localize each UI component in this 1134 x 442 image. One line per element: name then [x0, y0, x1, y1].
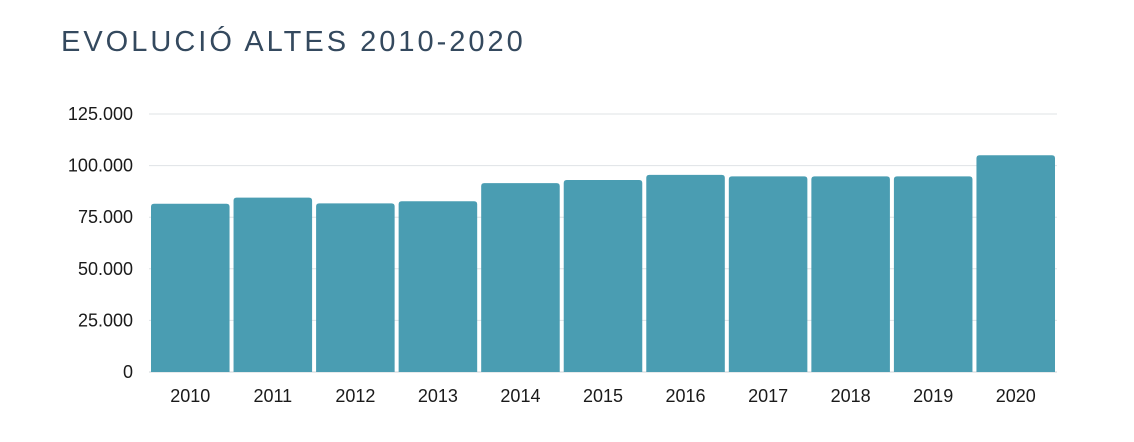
- x-tick-label: 2017: [748, 386, 788, 406]
- bar-2016: [646, 174, 725, 372]
- x-tick-label: 2012: [335, 386, 375, 406]
- y-tick-label: 25.000: [78, 310, 133, 330]
- bar-2011: [233, 197, 313, 372]
- x-tick-label: 2013: [418, 386, 458, 406]
- bar-2013: [398, 201, 478, 372]
- bars: [151, 155, 1055, 372]
- y-tick-label: 75.000: [78, 207, 133, 227]
- bar-2012: [316, 203, 395, 372]
- x-tick-label: 2014: [500, 386, 540, 406]
- bar-2014: [481, 183, 560, 372]
- x-tick-label: 2016: [666, 386, 706, 406]
- bar-2020: [976, 155, 1055, 372]
- bar-2018: [811, 176, 890, 372]
- x-tick-label: 2019: [913, 386, 953, 406]
- bar-2015: [563, 180, 643, 372]
- y-axis-tick-labels: 0 25.000 50.000 75.000 100.000 125.000: [68, 104, 133, 382]
- bar-2019: [893, 176, 973, 372]
- y-tick-label: 125.000: [68, 104, 133, 124]
- x-tick-label: 2020: [996, 386, 1036, 406]
- x-axis-tick-labels: 2010 2011 2012 2013 2014 2015 2016 2017 2018 2019…: [170, 386, 1036, 406]
- y-tick-label: 100.000: [68, 156, 133, 176]
- x-tick-label: 2010: [170, 386, 210, 406]
- bar-2010: [151, 203, 230, 372]
- y-tick-label: 50.000: [78, 259, 133, 279]
- bar-2017: [728, 176, 808, 372]
- chart-title: EVOLUCIÓ ALTES 2010-2020: [61, 26, 526, 58]
- x-tick-label: 2011: [253, 386, 292, 406]
- x-tick-label: 2015: [583, 386, 623, 406]
- y-tick-label: 0: [123, 362, 133, 382]
- x-tick-label: 2018: [831, 386, 871, 406]
